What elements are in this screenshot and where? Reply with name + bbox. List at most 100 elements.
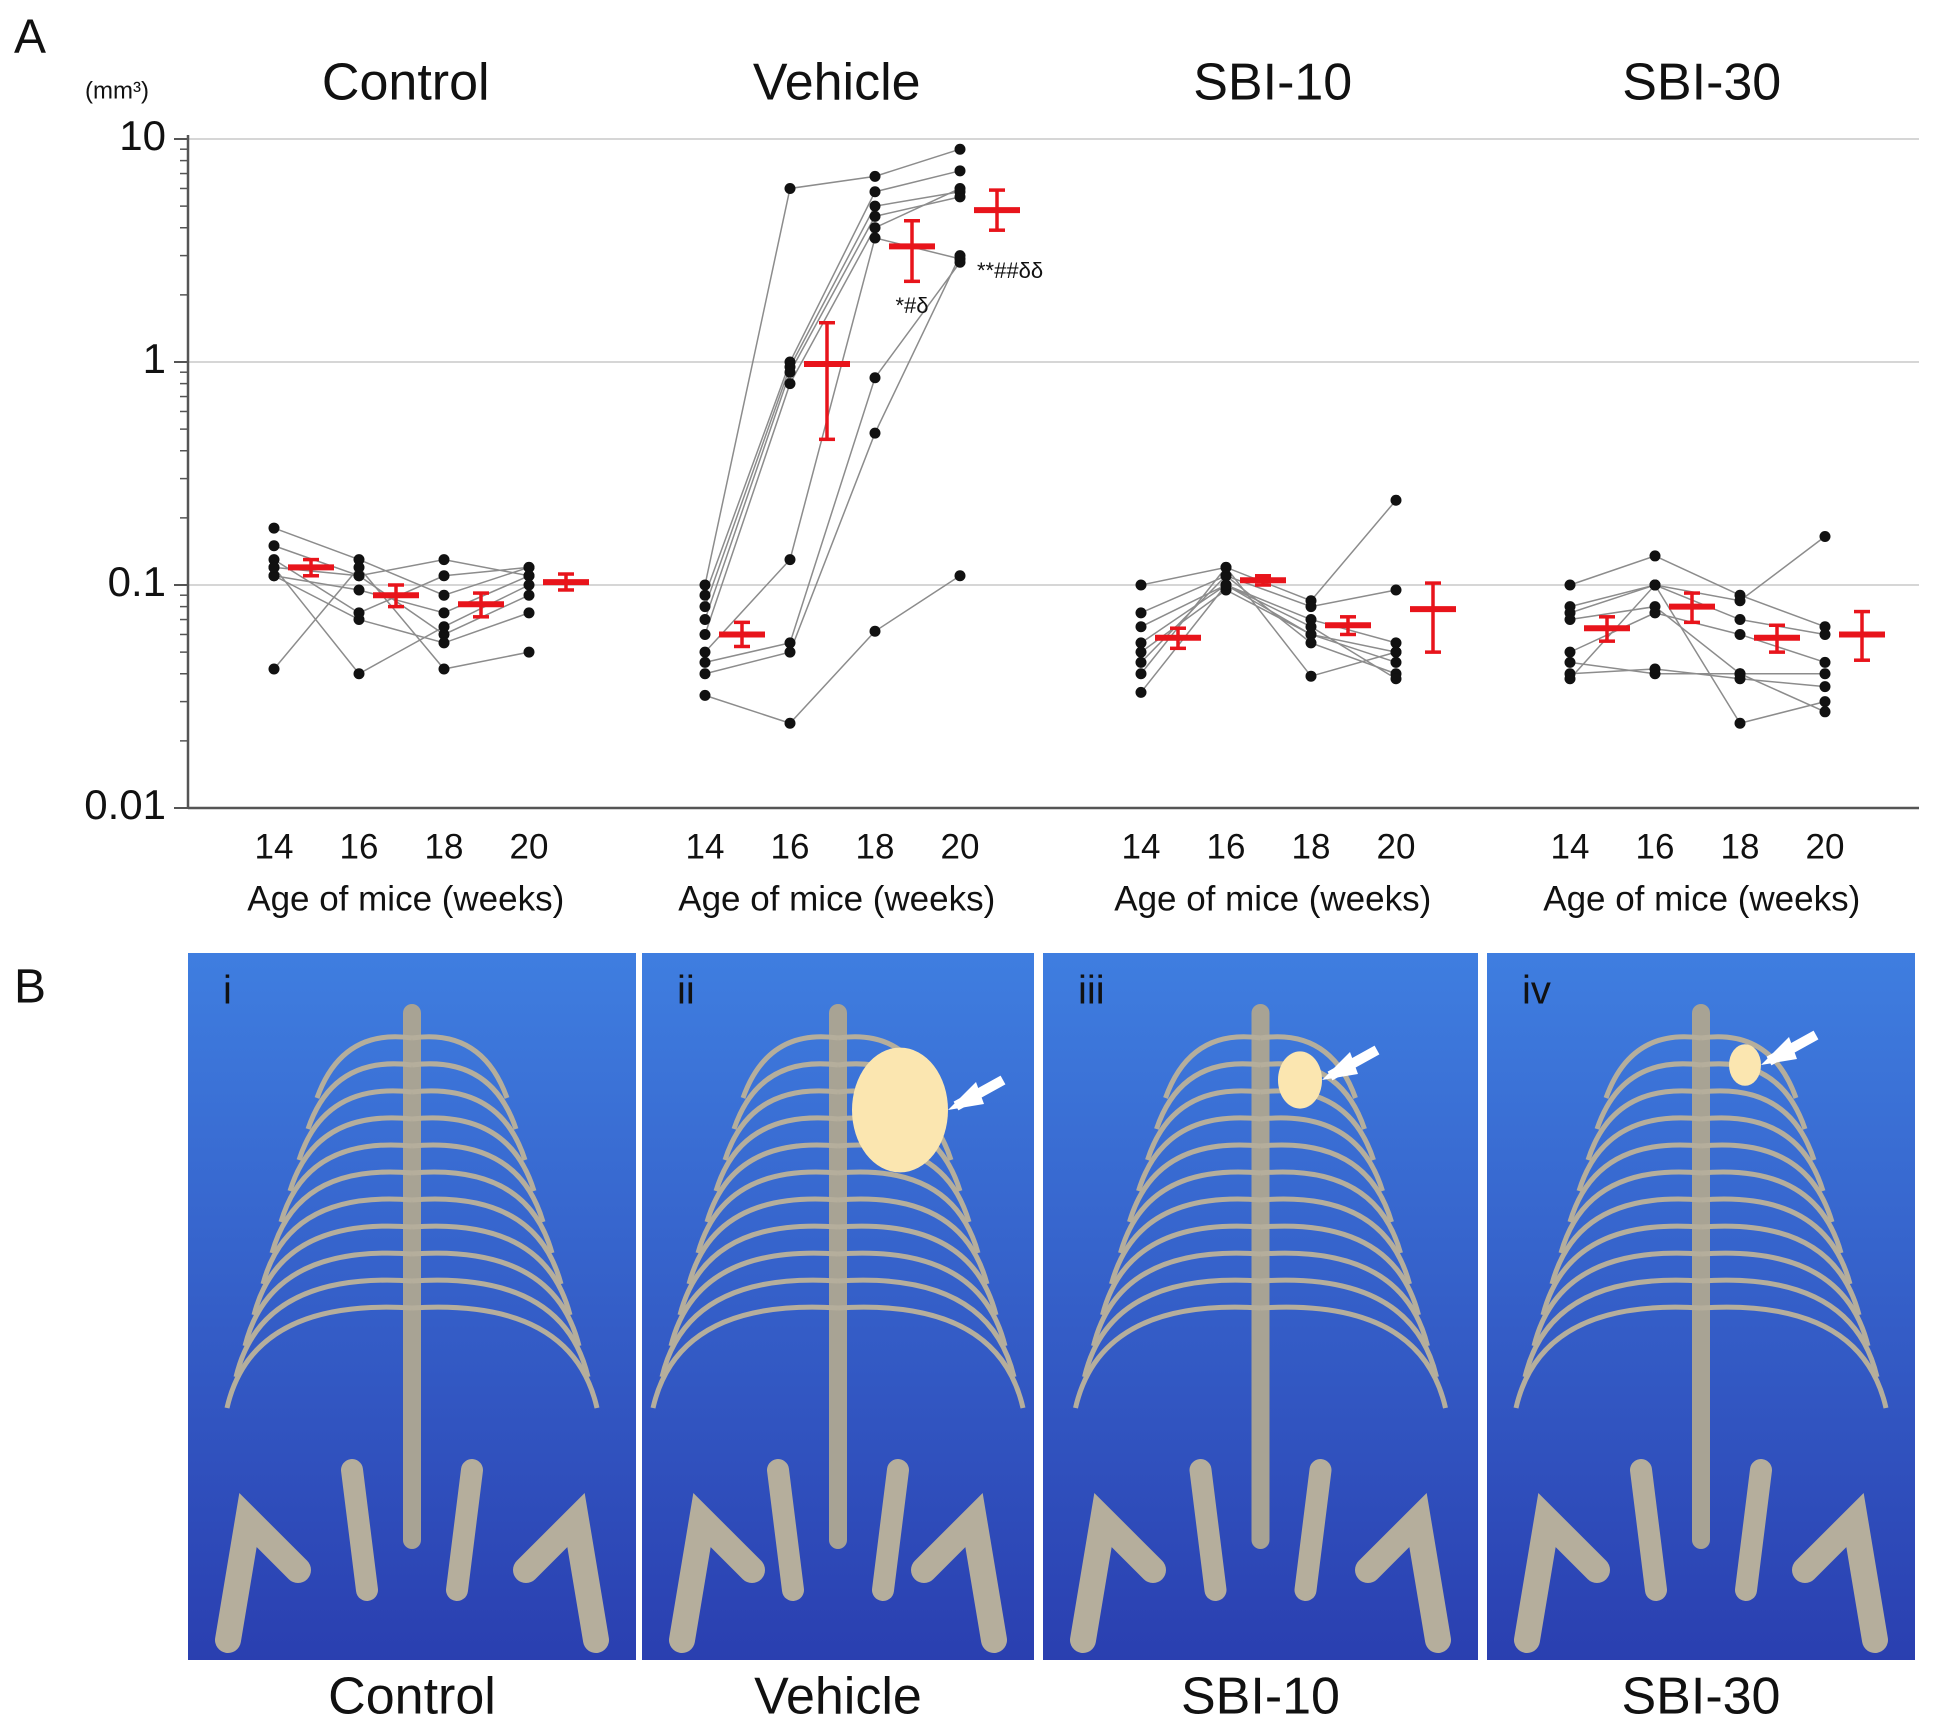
x-tick-label: 14 <box>255 827 294 866</box>
rib <box>251 1223 573 1316</box>
mouse-line <box>704 261 961 664</box>
mouse-point <box>1220 561 1232 573</box>
mouse-line <box>704 187 961 635</box>
rib <box>260 1196 564 1285</box>
mouse-line <box>273 575 530 644</box>
mouse-point <box>1305 601 1317 613</box>
mouse-point <box>784 366 796 378</box>
significance-label: *#δ <box>895 293 928 318</box>
mouse-line <box>704 196 961 620</box>
mouse-point <box>1649 550 1661 562</box>
mouse-point <box>438 607 450 619</box>
rib <box>686 1196 990 1285</box>
mouse-point <box>523 646 535 658</box>
rib <box>677 1223 999 1316</box>
mouse-point <box>784 182 796 194</box>
mouse-line <box>1569 605 1826 713</box>
leg-bone <box>1514 1492 1888 1653</box>
rib <box>314 1034 510 1099</box>
y-tick-label: 0.01 <box>84 781 166 828</box>
mouse-point <box>869 232 881 244</box>
mouse-line <box>1569 555 1826 628</box>
group-title: Vehicle <box>753 54 921 112</box>
mouse-point <box>268 570 280 582</box>
rib <box>1136 1115 1385 1192</box>
mouse-point <box>268 522 280 534</box>
mouse-point <box>1390 584 1402 596</box>
rib <box>233 1277 591 1378</box>
mouse-point <box>1135 579 1147 591</box>
significance-label: **##δδ <box>977 258 1043 283</box>
y-axis-label: (mm³) <box>85 77 149 104</box>
mouse-line <box>1140 584 1397 644</box>
mouse-point <box>353 570 365 582</box>
mouse-point <box>699 614 711 626</box>
mouse-point <box>438 628 450 640</box>
mouse-point <box>438 637 450 649</box>
mouse-point <box>869 625 881 637</box>
y-tick-label: 0.1 <box>108 558 166 605</box>
mouse-point <box>438 570 450 582</box>
mouse-point <box>1135 668 1147 680</box>
mouse-point <box>784 378 796 390</box>
x-tick-label: 20 <box>941 827 980 866</box>
mouse-point <box>1135 607 1147 619</box>
mouse-point <box>1649 601 1661 613</box>
mouse-point <box>869 200 881 212</box>
mouse-point <box>353 668 365 680</box>
rib <box>668 1250 1008 1347</box>
rib <box>224 1304 600 1409</box>
pelvis <box>1630 1459 1772 1601</box>
group-title: SBI-30 <box>1622 54 1781 112</box>
calcification <box>1278 1051 1322 1109</box>
mouse-line <box>1140 566 1397 678</box>
mouse-point <box>1734 614 1746 626</box>
mouse-point <box>1390 673 1402 685</box>
x-tick-label: 14 <box>1122 827 1161 866</box>
mouse-point <box>523 561 535 573</box>
mouse-point <box>1220 570 1232 582</box>
pelvis <box>341 1459 483 1601</box>
mouse-point <box>869 372 881 384</box>
rib <box>650 1304 1026 1409</box>
pelvis <box>767 1459 909 1601</box>
mouse-point <box>699 646 711 658</box>
leg-bone <box>215 1492 609 1653</box>
rib <box>1567 1142 1835 1223</box>
rib <box>1513 1304 1889 1409</box>
mouse-point <box>1819 706 1831 718</box>
mouse-point <box>699 589 711 601</box>
mouse-point <box>438 663 450 675</box>
rib <box>1531 1250 1871 1347</box>
mouse-point <box>1135 637 1147 649</box>
panel-caption: Control <box>328 1668 496 1726</box>
mouse-point <box>523 589 535 601</box>
mouse-line <box>1140 574 1397 614</box>
mouse-point <box>699 601 711 613</box>
mouse-point <box>699 689 711 701</box>
mouse-line <box>273 566 530 670</box>
mouse-point <box>1819 681 1831 693</box>
panel-caption: SBI-10 <box>1181 1668 1340 1726</box>
rib <box>305 1061 519 1130</box>
panel-label: A <box>14 11 46 64</box>
rib <box>296 1088 528 1161</box>
mouse-point <box>869 222 881 234</box>
x-tick-label: 20 <box>1377 827 1416 866</box>
panel-numeral: ii <box>677 969 695 1013</box>
mouse-line <box>1569 668 1826 688</box>
x-tick-label: 16 <box>1207 827 1246 866</box>
x-tick-label: 18 <box>425 827 464 866</box>
mouse-line <box>704 170 961 596</box>
panel-caption: SBI-30 <box>1622 1668 1781 1726</box>
group-title: Control <box>322 54 490 112</box>
mouse-point <box>1819 531 1831 543</box>
rib <box>1603 1034 1799 1099</box>
mouse-line <box>704 255 961 675</box>
panel-numeral: iii <box>1078 969 1105 1013</box>
leg-bone <box>669 1492 1007 1653</box>
calcification <box>852 1047 948 1173</box>
mouse-point <box>1564 579 1576 591</box>
mouse-point <box>1564 656 1576 668</box>
mouse-point <box>954 182 966 194</box>
